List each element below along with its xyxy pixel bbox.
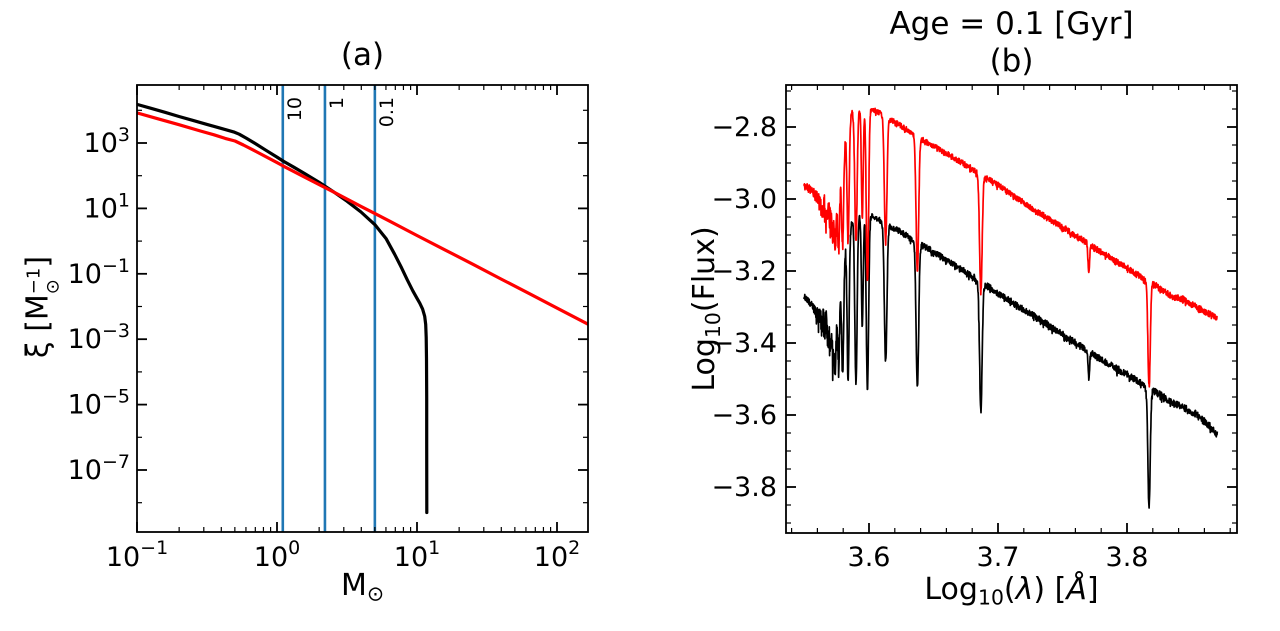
y-tick-label: −3.2 xyxy=(711,256,777,287)
y-tick-label: 10−5 xyxy=(68,386,130,421)
x-tick-label: 3.7 xyxy=(977,542,1020,573)
panel-b-spines xyxy=(785,84,1238,534)
vline-age-label: 1 xyxy=(326,97,348,109)
y-tick-label: −3.4 xyxy=(711,328,777,359)
spectrum-red xyxy=(803,107,1218,388)
y-tick-label: 103 xyxy=(84,124,130,159)
panel-a-plot: 10 1 0.110−1 100 101 10210310110−110−310−510−… xyxy=(68,84,589,573)
imf-red-curve xyxy=(137,111,588,326)
msun-inverse-stack: −1 ⊙ xyxy=(23,267,64,295)
panel-b-title: (b) xyxy=(989,43,1034,79)
x-tick-label: 3.8 xyxy=(1106,542,1149,573)
panel-b-plot: 3.6 3.7 3.8 −2.8 −3.0 −3.2 −3.4 −3.6 −3.8 xyxy=(711,84,1238,573)
y-tick-label: −3.8 xyxy=(711,472,777,503)
panel-b-suptitle: Age = 0.1 [Gyr] xyxy=(889,6,1134,42)
y-tick-label: 10−1 xyxy=(68,255,130,290)
x-tick-label: 101 xyxy=(394,537,440,573)
y-tick-label: −3.6 xyxy=(711,400,777,431)
x-tick-label: 3.6 xyxy=(848,542,891,573)
vline-age-label: 0.1 xyxy=(376,97,398,127)
panel-b-xlabel: Log10(λ) [Å] xyxy=(924,572,1099,610)
spectrum-black xyxy=(803,212,1219,509)
panel-a-spines xyxy=(136,84,589,533)
y-tick-label: −3.0 xyxy=(711,184,777,215)
y-tick-label: 10−3 xyxy=(68,320,130,355)
y-tick-label: 101 xyxy=(84,189,130,224)
panel-a-xlabel: M⊙ xyxy=(341,568,384,606)
panel-a-title: (a) xyxy=(340,37,385,73)
panel-a-ylabel: ξ [M −1 ⊙] xyxy=(20,255,64,359)
vline-age-label: 10 xyxy=(284,97,306,121)
y-tick-label: −2.8 xyxy=(711,112,777,143)
panel-b-ylabel: Log10(Flux) xyxy=(687,226,725,392)
y-tick-label: 10−7 xyxy=(68,451,130,486)
